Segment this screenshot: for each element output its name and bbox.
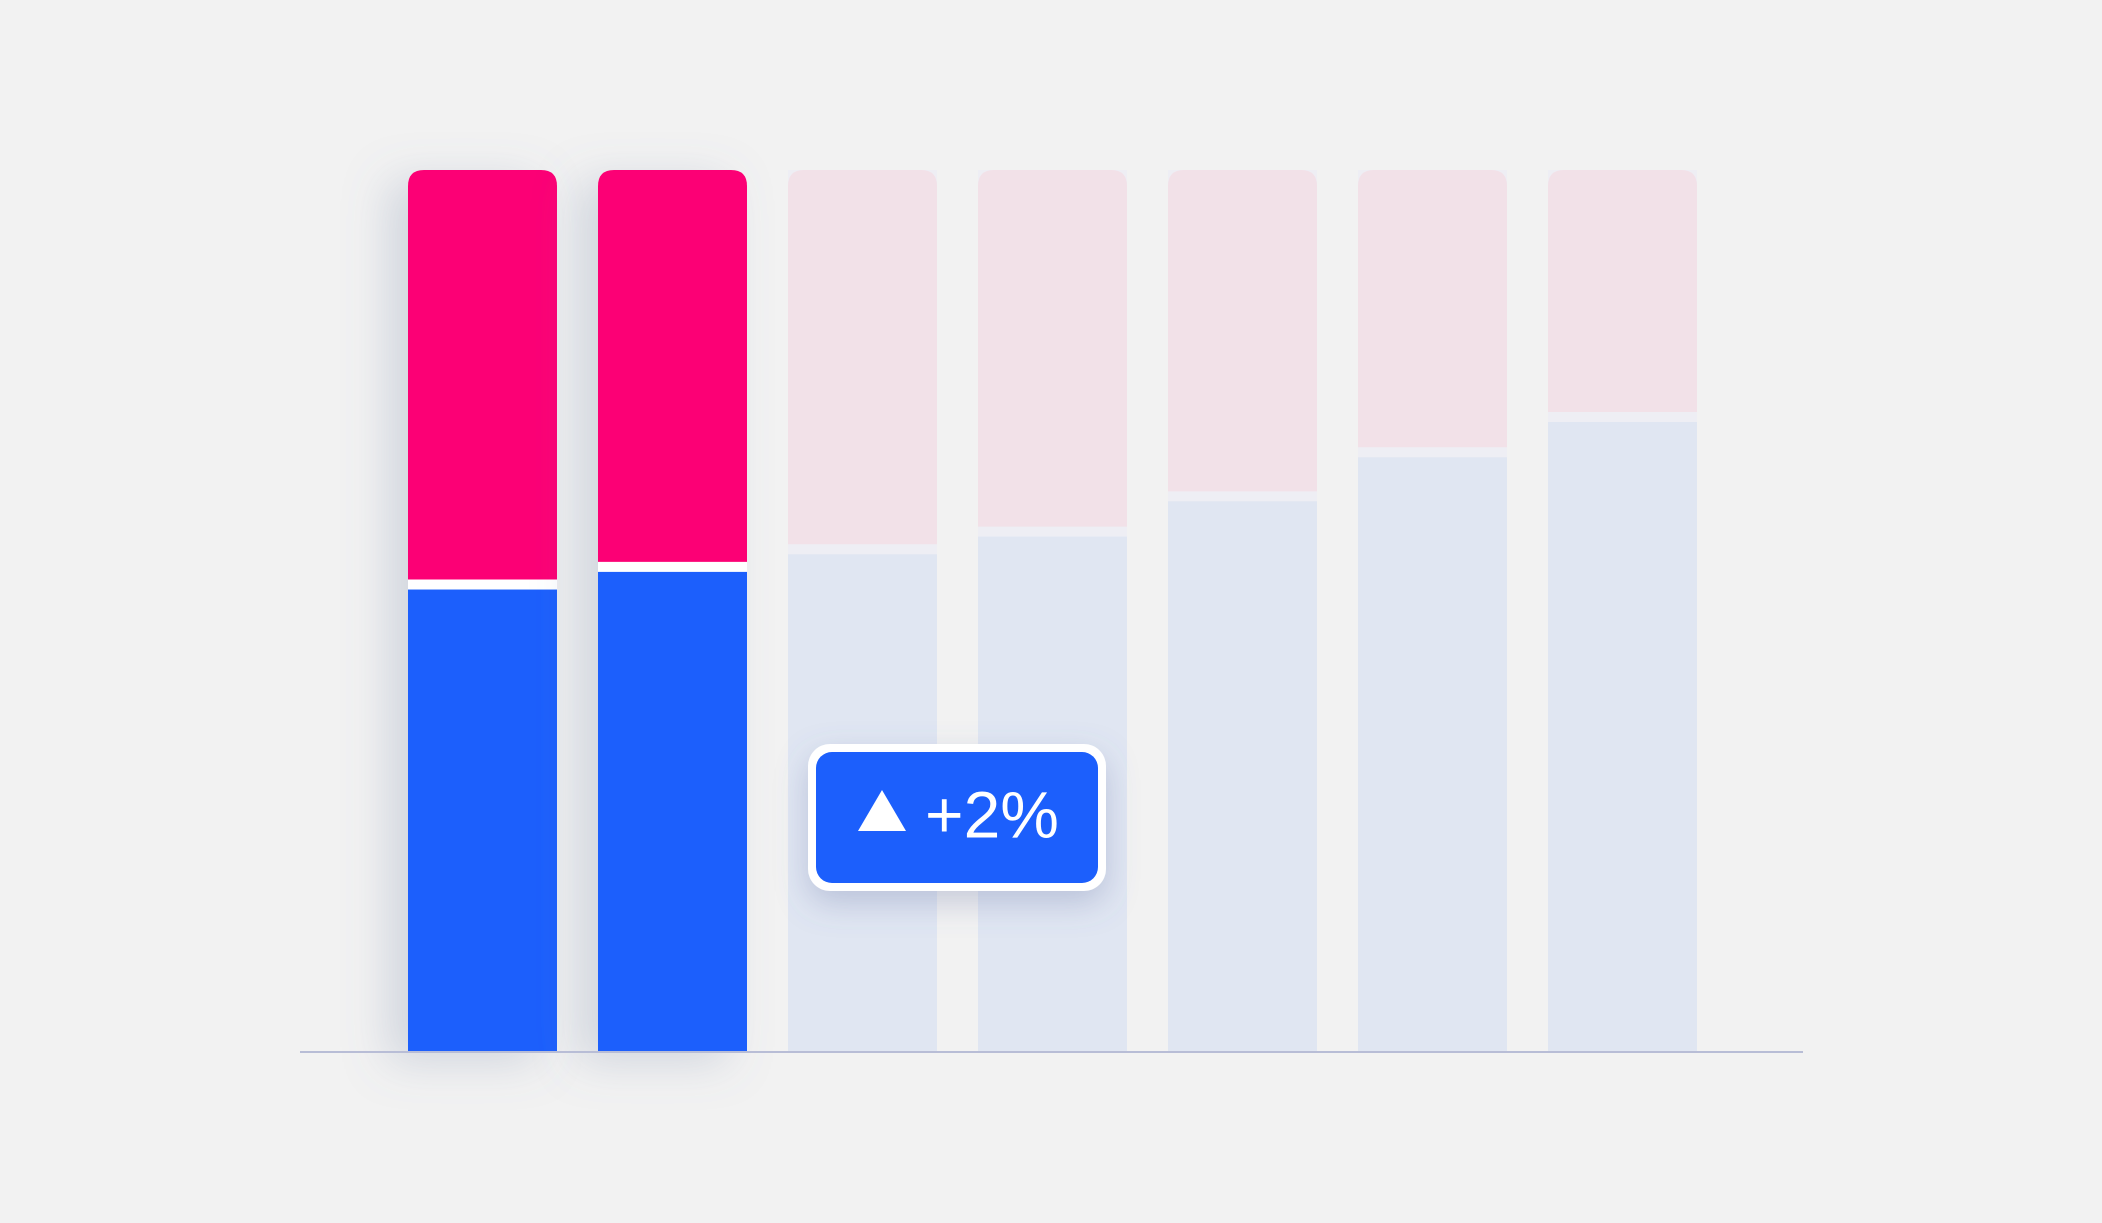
bar-segment — [978, 170, 1127, 527]
bars — [408, 170, 1697, 1053]
bar-group — [1168, 170, 1317, 1053]
bar-group — [1358, 170, 1507, 1052]
badge-fill — [816, 752, 1098, 883]
bar-group — [1548, 170, 1697, 1053]
bar-segment — [1358, 170, 1507, 448]
bar-segment — [1548, 421, 1697, 1053]
bar-group — [408, 170, 557, 1052]
bar-group — [978, 170, 1127, 1052]
bar-group — [788, 170, 937, 1052]
bar-segment — [1358, 457, 1507, 1052]
bar-segment — [1168, 501, 1317, 1053]
bar-segment — [788, 170, 937, 545]
bar-segment — [408, 170, 557, 580]
bar-group — [598, 170, 747, 1052]
bar-segment — [408, 589, 557, 1052]
bar-segment — [598, 170, 747, 562]
up-arrow — [858, 790, 906, 831]
annotation-badge: +2% — [808, 744, 1106, 891]
annotation-text: +2% — [925, 777, 1059, 851]
bar-segment — [1168, 170, 1317, 492]
bar-segment — [598, 571, 747, 1052]
bar-segment — [1548, 170, 1697, 412]
